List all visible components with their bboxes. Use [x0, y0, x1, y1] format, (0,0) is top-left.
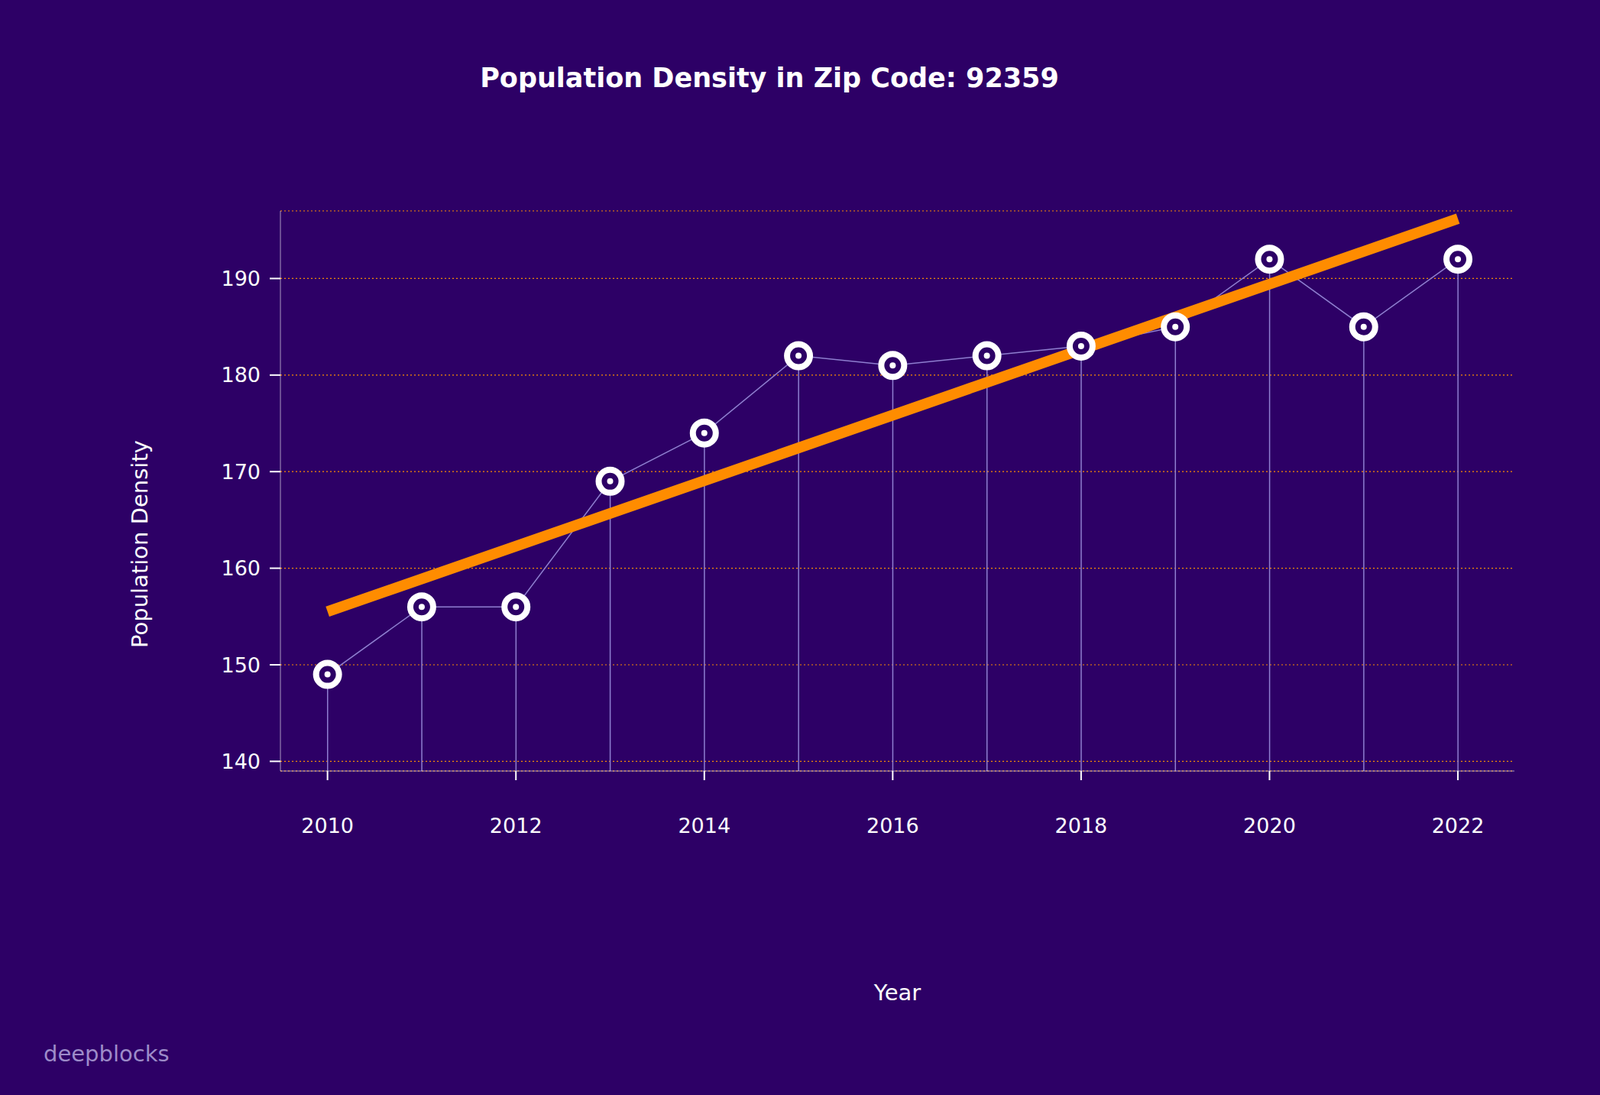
svg-text:2018: 2018 — [1055, 813, 1108, 838]
html-text:Population Density: Population Density — [126, 440, 153, 648]
html-text:Population Density in Zip Code: Population Density in Zip Code: 92359 — [480, 62, 1059, 94]
svg-text:2010: 2010 — [301, 813, 354, 838]
svg-text:2012: 2012 — [489, 813, 543, 838]
svg-text:150: 150 — [220, 653, 261, 677]
svg-text:180: 180 — [220, 362, 261, 387]
svg-text:2020: 2020 — [1243, 813, 1296, 838]
html-text:Year: Year — [873, 979, 921, 1006]
svg-text:2022: 2022 — [1431, 813, 1485, 838]
svg-text:140: 140 — [220, 749, 261, 774]
svg-text:2016: 2016 — [866, 813, 920, 838]
svg-text:2014: 2014 — [677, 813, 731, 838]
html-text:deepblocks: deepblocks — [43, 1040, 170, 1067]
svg-text:190: 190 — [220, 266, 261, 291]
svg-text:160: 160 — [220, 556, 261, 580]
svg-text:170: 170 — [220, 459, 261, 484]
